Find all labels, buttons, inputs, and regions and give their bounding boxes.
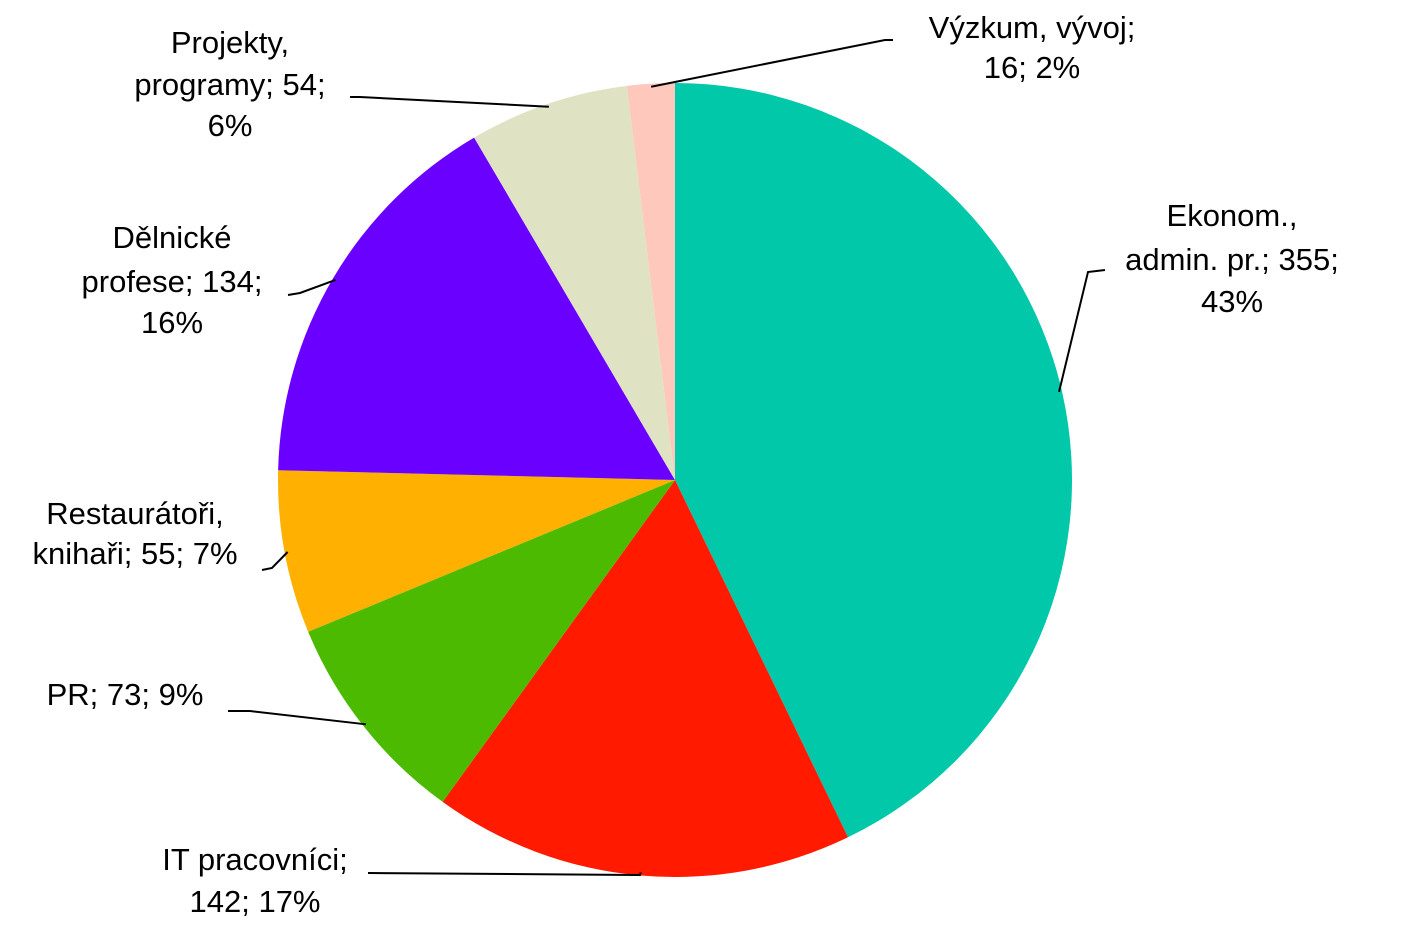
leader-line (287, 279, 336, 296)
pie-slice (626, 83, 675, 480)
pie-slice (278, 470, 675, 632)
slice-label: knihaři; 55; 7% (32, 536, 237, 571)
slice-label: Restaurátoři, (46, 496, 223, 531)
slice-label: Dělnické (113, 220, 232, 255)
leader-line (1058, 269, 1106, 393)
slice-label: 6% (208, 108, 253, 143)
leader-line (350, 96, 549, 108)
slice-label: 16% (141, 305, 203, 340)
slice-label: 43% (1201, 284, 1263, 319)
slice-label: admin. pr.; 355; (1125, 242, 1339, 277)
slice-label: PR; 73; 9% (47, 677, 204, 712)
leader-line (650, 39, 893, 88)
leader-line (261, 551, 289, 571)
slice-label: 16; 2% (984, 50, 1081, 85)
pie-slice (675, 83, 1072, 838)
slice-label: programy; 54; (134, 67, 325, 102)
leader-line (228, 710, 367, 726)
slice-label: 142; 17% (190, 884, 321, 919)
leader-line (367, 872, 642, 877)
pie-slice (474, 85, 675, 481)
slice-label: Výzkum, vývoj; (929, 10, 1136, 45)
slice-label: Ekonom., (1167, 198, 1298, 233)
slice-label: IT pracovníci; (162, 842, 348, 877)
pie-slice (442, 480, 849, 877)
slice-label: Projekty, (171, 25, 289, 60)
pie-slice (278, 137, 675, 480)
slice-label: profese; 134; (82, 264, 263, 299)
pie-slice (308, 480, 675, 802)
